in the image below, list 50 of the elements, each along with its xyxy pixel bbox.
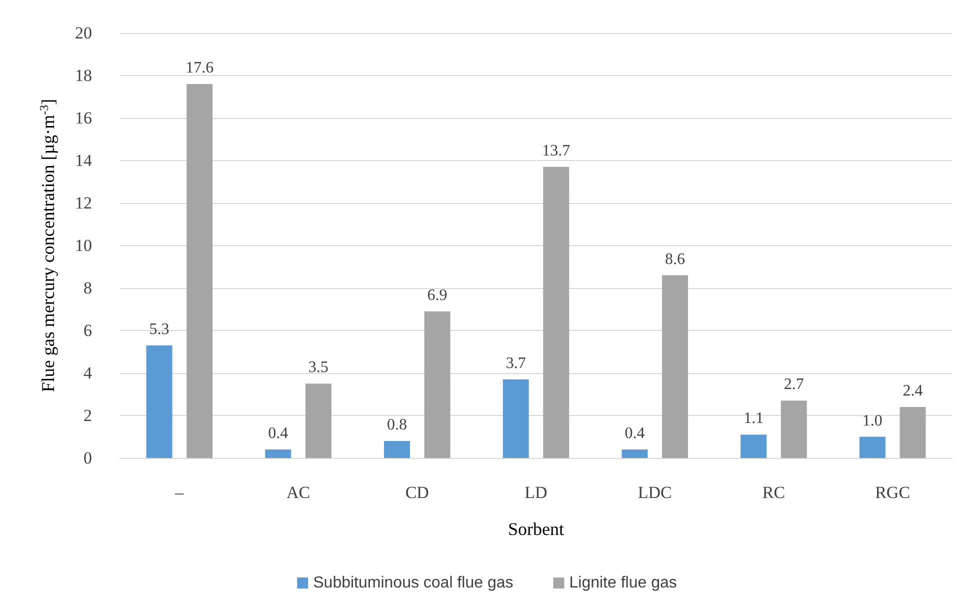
data-label: 2.4 [902,382,923,400]
data-label: 3.5 [308,359,328,376]
x-tick-label: – [174,483,184,502]
data-label: 3.7 [506,354,526,372]
bar [780,400,807,458]
y-tick-label: 2 [84,406,92,425]
bar [502,379,529,458]
data-label: 0.8 [386,416,407,434]
bar [424,311,450,458]
bar [622,450,648,458]
legend-label: Subbituminous coal flue gas [313,574,514,592]
bar [662,275,688,458]
data-label: 0.4 [268,425,288,442]
bar [740,434,767,458]
y-tick-label: 10 [75,236,92,255]
y-tick-label: 0 [84,448,92,468]
data-label: 1.1 [744,410,764,428]
y-tick-label: 20 [75,24,92,42]
x-tick-label: CD [405,483,429,502]
bar [543,166,570,458]
data-label: 13.7 [542,142,570,160]
data-label: 0.4 [624,425,645,442]
legend-label: Lignite flue gas [569,574,677,592]
y-tick-label: 8 [84,278,92,298]
x-tick-label: AC [286,483,310,502]
x-tick-label: LDC [638,483,672,502]
x-axis-title: Sorbent [508,519,564,539]
bar [859,436,886,458]
data-label: 1.0 [862,412,882,430]
data-label: 17.6 [186,60,214,76]
y-tick-label: 16 [75,108,92,128]
x-tick-label: RGC [875,483,910,502]
bar [186,84,213,458]
bar [384,441,410,458]
y-tick-label: 18 [75,66,92,85]
x-tick-label: RC [762,483,786,502]
bar [900,407,926,458]
y-tick-label: 14 [75,151,92,170]
data-label: 8.6 [665,250,686,268]
x-tick-label: LD [524,483,548,502]
bar [265,450,292,458]
data-label: 2.7 [784,376,804,394]
y-axis-title: Flue gas mercury concentration [µg·m-3] [37,98,58,392]
data-label: 5.3 [149,320,170,338]
data-label: 6.9 [427,286,448,304]
bar [146,345,172,458]
bar [305,384,332,458]
y-tick-label: 12 [75,194,92,212]
y-tick-label: 4 [84,364,92,382]
y-tick-label: 6 [84,321,92,340]
